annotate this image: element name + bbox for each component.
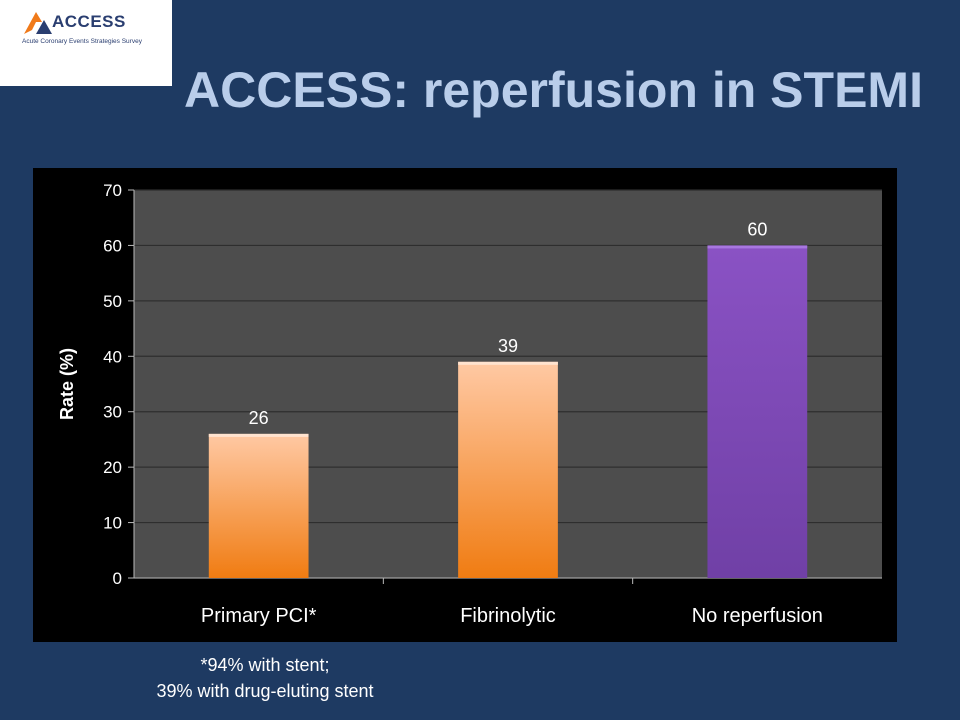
chart: 0 10 20 30 40 50 60 70 26 Primary PCI* 39 Fibrinoly… bbox=[33, 168, 897, 642]
x-tick-label: Primary PCI* bbox=[201, 605, 317, 627]
footnote-line-1: *94% with stent; bbox=[200, 655, 330, 675]
logo: ACCESS Acute Coronary Events Strategies … bbox=[0, 0, 172, 86]
bar-2 bbox=[458, 361, 558, 578]
bar-chart: 0 10 20 30 40 50 60 70 26 Primary PCI* 39 Fibrinoly… bbox=[57, 181, 882, 627]
y-axis-label: Rate (%) bbox=[57, 348, 77, 420]
bar-1 bbox=[208, 433, 309, 578]
access-logo-icon bbox=[24, 12, 52, 34]
bar-highlight bbox=[458, 361, 558, 365]
footnote: *94% with stent; 39% with drug-eluting s… bbox=[100, 652, 430, 704]
x-tick-label: Fibrinolytic bbox=[460, 605, 556, 627]
y-tick-label: 20 bbox=[103, 458, 122, 477]
x-tick-label: No reperfusion bbox=[692, 605, 823, 627]
data-label: 26 bbox=[249, 408, 269, 428]
y-tick-label: 40 bbox=[103, 347, 122, 366]
slide-title: ACCESS: reperfusion in STEMI bbox=[184, 62, 923, 118]
data-label: 60 bbox=[747, 219, 767, 239]
bar-highlight bbox=[707, 245, 808, 249]
data-label: 39 bbox=[498, 336, 518, 356]
y-tick-label: 10 bbox=[103, 514, 122, 533]
footnote-line-2: 39% with drug-eluting stent bbox=[156, 681, 374, 701]
bar-3 bbox=[707, 245, 808, 578]
y-tick-label: 0 bbox=[113, 569, 122, 588]
y-tick-label: 30 bbox=[103, 403, 122, 422]
y-tick-label: 50 bbox=[103, 292, 122, 311]
y-tick-label: 70 bbox=[103, 181, 122, 200]
y-tick-label: 60 bbox=[103, 236, 122, 255]
logo-tagline: Acute Coronary Events Strategies Survey bbox=[22, 38, 142, 45]
logo-name: ACCESS bbox=[52, 12, 126, 31]
bar-highlight bbox=[208, 433, 309, 437]
